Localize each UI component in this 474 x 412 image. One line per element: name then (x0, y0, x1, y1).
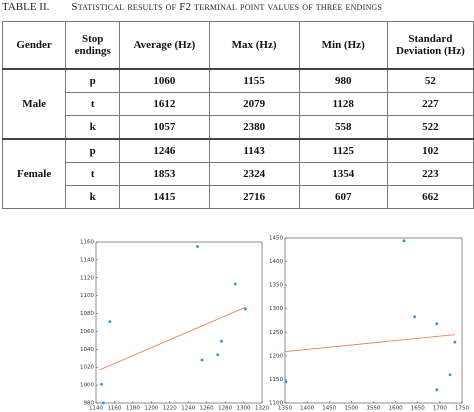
x-tick-label: 1450 (322, 406, 336, 412)
point (244, 307, 247, 311)
value-cell: 227 (386, 92, 474, 116)
y-tick-label: 1300 (269, 306, 283, 312)
value-cell: 1354 (298, 162, 388, 186)
x-tick-label: 1550 (367, 406, 381, 412)
y-tick-label: 1100 (80, 293, 94, 299)
y-tick-label: 1020 (80, 365, 94, 371)
point (402, 239, 406, 243)
stats-table: Gender Stop endings Average (Hz) Max (Hz) Mi… (1, 21, 474, 209)
value-cell: 1060 (119, 68, 210, 93)
x-tick-label: 1160 (107, 406, 121, 412)
header-cell: Standard Deviation (Hz) (386, 21, 474, 70)
value-cell: 2079 (208, 92, 300, 116)
fit-line (284, 334, 455, 353)
value-cell: 1246 (119, 138, 210, 163)
x-tick-label: 1700 (433, 406, 447, 412)
value-cell: 1612 (119, 92, 210, 116)
x-tick-label: 1350 (278, 406, 292, 412)
value-cell: 1128 (298, 92, 388, 116)
x-tick-label: 1300 (237, 406, 251, 412)
y-tick-label: 1400 (269, 259, 283, 265)
gender-cell: Male (1, 68, 67, 140)
value-cell: 662 (386, 185, 474, 209)
data-row: Female p 1246 1143 1125 102 (1, 138, 474, 209)
y-tick-label: 1060 (80, 329, 94, 335)
value-cell: 2716 (208, 185, 300, 209)
gender-cell: Female (1, 138, 67, 209)
value-cell: 607 (298, 185, 388, 209)
data-row: k 1415 2716 607 662 (3, 185, 474, 209)
header-row: Gender Stop endings Average (Hz) Max (Hz) Mi… (1, 21, 474, 70)
point (220, 339, 223, 343)
point (435, 388, 439, 392)
value-cell: 52 (386, 68, 474, 93)
value-cell: 1415 (119, 185, 210, 209)
y-tick-label: 1450 (269, 236, 283, 242)
point (216, 353, 220, 357)
point (233, 282, 237, 286)
value-cell: 1057 (119, 115, 210, 140)
y-tick-label: 1350 (269, 283, 283, 289)
ending-cell: t (65, 92, 121, 116)
value-cell: 223 (386, 162, 474, 186)
y-tick-label: 1040 (80, 347, 94, 353)
point (101, 401, 105, 405)
point (448, 373, 452, 377)
data-row: t 1853 2324 1354 223 (3, 162, 474, 186)
point (435, 322, 439, 326)
x-tick-label: 1320 (255, 406, 269, 412)
x-tick-label: 1500 (344, 406, 358, 412)
y-tick-label: 1120 (80, 275, 94, 281)
y-tick-label: 1200 (269, 353, 283, 359)
plot-frame (284, 237, 463, 404)
x-tick-label: 1220 (163, 406, 177, 412)
header-cell: Stop endings (65, 21, 121, 70)
x-tick-label: 1600 (389, 406, 403, 412)
point (196, 245, 199, 248)
x-tick-label: 1650 (411, 406, 425, 412)
x-tick-label: 1240 (181, 406, 195, 412)
data-row: t 1612 2079 1128 227 (3, 92, 474, 116)
caption-label: TABLE II. (2, 1, 50, 13)
value-cell: 2380 (208, 115, 300, 140)
point (108, 320, 112, 324)
y-tick-label: 1250 (269, 330, 283, 336)
header-cell: Gender (1, 21, 67, 70)
plot-frame (95, 241, 263, 404)
value-cell: 522 (386, 115, 474, 140)
y-tick-label: 1150 (269, 377, 283, 383)
x-tick-label: 1280 (218, 406, 232, 412)
x-tick-label: 1750 (455, 406, 469, 412)
value-cell: 558 (298, 115, 388, 140)
y-tick-label: 1160 (80, 240, 94, 246)
point (413, 315, 417, 319)
y-tick-label: 1100 (269, 401, 283, 407)
value-cell: 1853 (119, 162, 210, 186)
caption-title: Statistical results of F2 terminal point… (71, 1, 383, 13)
x-tick-label: 1400 (300, 406, 314, 412)
table-caption: TABLE II. Statistical results of F2 termi… (2, 1, 472, 13)
point (200, 358, 204, 362)
x-tick-label: 1200 (144, 406, 158, 412)
x-tick-label: 1180 (126, 406, 140, 412)
value-cell: 102 (386, 138, 474, 163)
point (453, 340, 457, 344)
x-tick-label: 1260 (200, 406, 214, 412)
y-tick-label: 1080 (80, 311, 94, 317)
y-tick-label: 1140 (80, 257, 94, 263)
y-tick-label: 980 (84, 401, 95, 407)
x-tick-label: 1140 (89, 406, 103, 412)
point (284, 380, 288, 384)
point (100, 382, 103, 386)
fit-line (99, 306, 246, 371)
y-tick-label: 1000 (80, 383, 94, 389)
